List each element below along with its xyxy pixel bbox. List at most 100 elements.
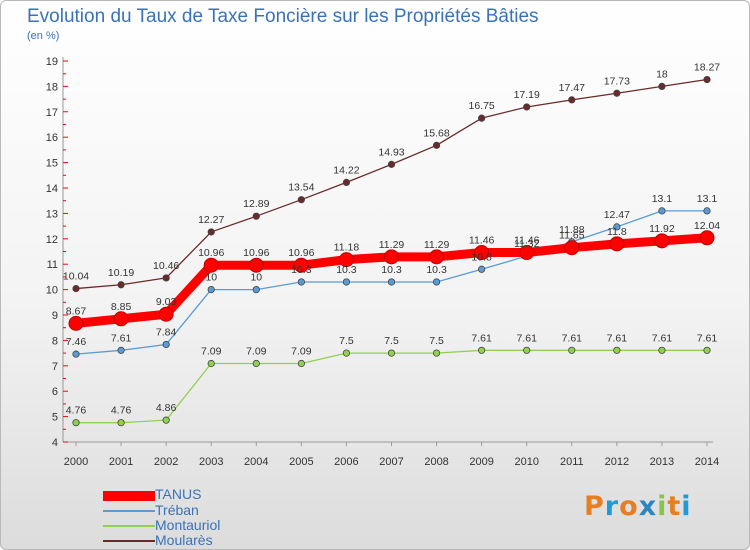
x-tick-label: 2007: [379, 456, 403, 468]
data-point-treban: [297, 278, 305, 286]
data-point-treban: [252, 285, 260, 294]
data-label-treban: 10.3: [381, 264, 402, 276]
data-label-moulares: 17.73: [604, 75, 630, 87]
data-label-treban: 7.46: [66, 336, 87, 348]
data-label-treban: 10.3: [336, 264, 357, 276]
x-tick-label: 2010: [514, 456, 538, 468]
legend-label-montauriol: Montauriol: [155, 517, 221, 533]
data-label-moulares: 12.89: [243, 198, 269, 210]
data-point-moulares: [342, 178, 351, 187]
x-tick-label: 2005: [289, 456, 313, 468]
data-label-tanus: 10.96: [198, 247, 224, 259]
data-label-montauriol: 7.61: [652, 332, 673, 344]
y-tick-label: 9: [52, 310, 58, 322]
x-tick-label: 2006: [334, 456, 358, 468]
data-point-moulares: [297, 196, 305, 204]
data-point-treban: [72, 350, 80, 358]
data-label-treban: 11.88: [559, 224, 585, 236]
data-label-tanus: 11.18: [334, 242, 360, 254]
data-point-tanus: [609, 236, 625, 252]
data-point-moulares: [117, 281, 125, 289]
y-tick-label: 8: [52, 335, 58, 347]
data-point-montauriol: [252, 359, 260, 368]
data-point-treban: [387, 278, 396, 286]
data-point-moulares: [613, 89, 621, 97]
data-label-montauriol: 7.61: [562, 332, 583, 344]
data-label-montauriol: 7.61: [471, 332, 492, 344]
y-tick-label: 11: [47, 259, 58, 271]
data-label-montauriol: 7.61: [516, 332, 537, 344]
x-tick-label: 2011: [560, 456, 584, 468]
data-label-treban: 11.32: [514, 238, 540, 250]
data-label-moulares: 17.47: [559, 82, 585, 94]
legend-label-moulares: Moularès: [155, 532, 213, 548]
data-point-moulares: [703, 75, 711, 84]
y-tick-label: 18: [46, 81, 58, 93]
data-point-tanus: [158, 306, 174, 322]
data-label-treban: 13.1: [652, 193, 673, 205]
data-label-treban: 7.61: [111, 332, 132, 344]
data-point-montauriol: [432, 349, 441, 357]
data-label-tanus: 8.85: [111, 301, 132, 313]
data-point-montauriol: [117, 419, 125, 427]
data-label-treban: 10: [205, 272, 217, 284]
proxiti-logo: Proxiti: [584, 491, 692, 522]
data-label-moulares: 17.19: [514, 89, 540, 101]
data-label-montauriol: 4.76: [111, 405, 132, 417]
y-tick-label: 4: [52, 437, 58, 449]
data-point-montauriol: [72, 419, 80, 427]
data-point-treban: [162, 340, 170, 349]
legend-swatch-montauriol: [103, 525, 155, 527]
y-tick-label: 10: [46, 285, 58, 297]
y-tick-label: 13: [46, 208, 58, 220]
logo-letter: o: [619, 491, 639, 522]
data-point-moulares: [432, 141, 441, 149]
y-unit-label: (en %): [27, 30, 60, 42]
x-tick-label: 2001: [109, 456, 133, 468]
data-label-montauriol: 7.61: [697, 332, 718, 344]
data-label-tanus: 11.29: [424, 239, 450, 251]
data-label-treban: 12.47: [604, 209, 630, 221]
data-point-montauriol: [342, 349, 351, 357]
data-label-moulares: 13.54: [288, 182, 314, 194]
x-tick-label: 2014: [695, 456, 719, 468]
data-label-montauriol: 7.61: [607, 332, 628, 344]
data-point-tanus: [654, 233, 670, 249]
logo-letter: x: [638, 491, 658, 522]
data-point-montauriol: [703, 346, 711, 354]
data-label-tanus: 11.46: [469, 235, 495, 247]
data-point-treban: [117, 346, 125, 354]
data-point-tanus: [338, 252, 354, 268]
chart-title: Evolution du Taux de Taxe Foncière sur l…: [27, 6, 539, 27]
x-tick-label: 2003: [199, 456, 223, 468]
data-label-treban: 7.84: [156, 326, 177, 338]
x-tick-label: 2009: [469, 456, 493, 468]
data-label-montauriol: 7.09: [291, 346, 312, 358]
data-point-montauriol: [523, 346, 531, 354]
data-label-treban: 10.3: [291, 264, 312, 276]
data-point-montauriol: [658, 346, 666, 354]
data-label-moulares: 15.68: [423, 127, 449, 139]
data-point-moulares: [162, 274, 170, 282]
data-label-moulares: 10.19: [108, 267, 134, 279]
y-tick-label: 7: [52, 361, 58, 373]
data-point-tanus: [564, 240, 580, 256]
data-label-moulares: 14.22: [333, 164, 359, 176]
data-point-tanus: [519, 245, 535, 261]
data-point-treban: [658, 207, 666, 215]
data-point-tanus: [699, 230, 715, 246]
data-label-tanus: 11.92: [649, 223, 675, 235]
y-tick-label: 19: [46, 56, 58, 68]
data-label-montauriol: 7.09: [201, 346, 222, 358]
x-tick-label: 2012: [605, 456, 629, 468]
data-label-montauriol: 4.76: [66, 405, 87, 417]
data-point-tanus: [68, 315, 84, 331]
data-label-treban: 13.1: [697, 193, 718, 205]
x-tick-label: 2000: [64, 456, 88, 468]
data-point-tanus: [113, 311, 129, 327]
data-point-tanus: [384, 249, 399, 265]
data-point-treban: [703, 207, 711, 215]
data-point-treban: [613, 223, 621, 231]
data-label-tanus: 9.03: [156, 296, 177, 308]
